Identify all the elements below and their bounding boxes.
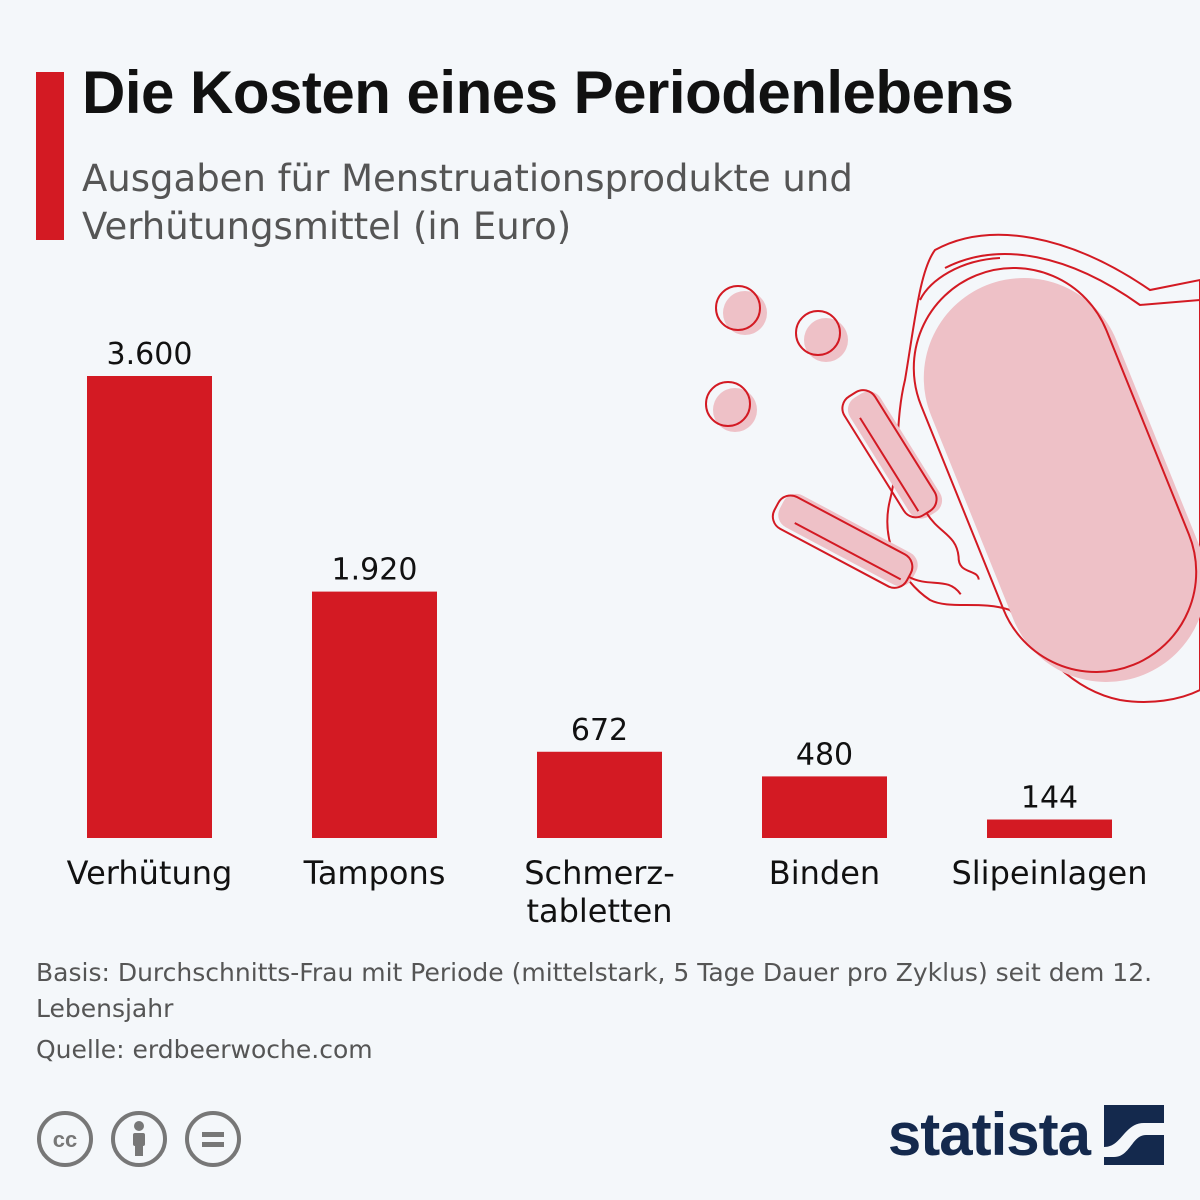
category-label-3: Schmerz-tabletten	[524, 854, 675, 930]
bar-chart: 3.600 Verhütung 1.920 Tampons 672 Schmerz-tab…	[67, 337, 1148, 930]
brand-name: statista	[887, 1101, 1091, 1168]
footnote-basis: Basis: Durchschnitts-Frau mit Periode (m…	[36, 958, 1153, 1023]
bar-3	[537, 751, 662, 838]
statista-wave-icon	[1104, 1104, 1164, 1165]
pill-icon	[705, 381, 757, 432]
pad-core-icon	[912, 267, 1200, 682]
pad-icon	[886, 233, 1200, 703]
bar-5	[987, 819, 1112, 838]
pill-icon	[715, 285, 767, 335]
category-label-2: Tampons	[303, 854, 446, 892]
value-label-4: 480	[796, 737, 853, 772]
tampon-icon	[841, 389, 980, 580]
value-label-3: 672	[571, 713, 628, 748]
tampon-icon	[771, 493, 962, 595]
title-accent-bar	[36, 72, 64, 240]
equals-noderivs-icon[interactable]	[184, 1110, 242, 1168]
footnote-source: Quelle: erdbeerwoche.com	[36, 1035, 373, 1064]
statista-logo[interactable]: statista	[888, 1100, 1164, 1169]
page-subtitle: Ausgaben für Menstruationsprodukte und V…	[82, 157, 853, 248]
svg-text:cc: cc	[53, 1127, 77, 1152]
page-title: Die Kosten eines Periodenlebens	[82, 59, 1014, 126]
cc-icon[interactable]: cc	[36, 1110, 94, 1168]
category-label-4: Binden	[769, 854, 880, 892]
value-label-1: 3.600	[107, 337, 193, 372]
bar-1	[87, 376, 212, 838]
person-attribution-icon[interactable]	[110, 1110, 168, 1168]
value-label-5: 144	[1021, 781, 1078, 816]
pill-icon	[795, 310, 848, 362]
category-label-5: Slipeinlagen	[951, 854, 1147, 892]
bar-2	[312, 591, 437, 838]
category-label-1: Verhütung	[67, 854, 233, 892]
license-icons: cc	[36, 1110, 242, 1168]
bar-4	[762, 776, 887, 838]
value-label-2: 1.920	[332, 553, 418, 588]
